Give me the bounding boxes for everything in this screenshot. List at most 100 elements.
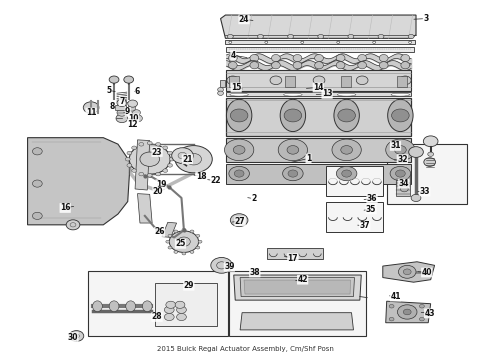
Text: 6: 6 xyxy=(135,86,140,95)
Text: 30: 30 xyxy=(68,333,78,342)
Ellipse shape xyxy=(284,93,302,96)
Circle shape xyxy=(178,152,187,159)
Text: 19: 19 xyxy=(156,180,166,189)
Circle shape xyxy=(175,145,212,173)
Ellipse shape xyxy=(358,62,367,69)
Text: 7: 7 xyxy=(119,96,124,105)
Circle shape xyxy=(124,76,134,83)
Text: 26: 26 xyxy=(154,228,165,237)
Text: 13: 13 xyxy=(322,89,332,98)
Circle shape xyxy=(198,240,202,243)
Polygon shape xyxy=(27,138,130,225)
Bar xyxy=(285,76,295,87)
Circle shape xyxy=(66,220,80,230)
Circle shape xyxy=(190,230,194,233)
Circle shape xyxy=(423,136,438,147)
Ellipse shape xyxy=(336,54,345,62)
Ellipse shape xyxy=(229,166,249,181)
Circle shape xyxy=(389,305,394,308)
Circle shape xyxy=(166,240,170,243)
Circle shape xyxy=(235,217,243,223)
Text: 42: 42 xyxy=(297,275,308,284)
Circle shape xyxy=(397,305,417,319)
Circle shape xyxy=(175,301,185,309)
Circle shape xyxy=(164,314,174,320)
Circle shape xyxy=(133,115,143,122)
Bar xyxy=(155,283,217,326)
Text: 16: 16 xyxy=(60,203,71,212)
Ellipse shape xyxy=(293,62,302,69)
Circle shape xyxy=(287,145,299,154)
Polygon shape xyxy=(234,275,361,300)
Polygon shape xyxy=(226,69,411,91)
Ellipse shape xyxy=(390,166,411,181)
Ellipse shape xyxy=(337,93,356,96)
Circle shape xyxy=(403,309,411,315)
Circle shape xyxy=(341,145,352,154)
Circle shape xyxy=(403,269,411,275)
Ellipse shape xyxy=(401,54,410,62)
Circle shape xyxy=(409,41,412,43)
Circle shape xyxy=(408,35,414,39)
Text: 2015 Buick Regal Actuator Assembly, Cm/Shf Posn: 2015 Buick Regal Actuator Assembly, Cm/S… xyxy=(157,346,333,352)
Circle shape xyxy=(386,139,415,161)
Text: 39: 39 xyxy=(224,262,235,271)
Ellipse shape xyxy=(143,301,152,312)
Circle shape xyxy=(168,234,172,237)
Ellipse shape xyxy=(334,99,359,132)
Text: 3: 3 xyxy=(423,14,428,23)
Circle shape xyxy=(83,102,99,113)
Circle shape xyxy=(127,163,132,167)
Polygon shape xyxy=(267,248,323,259)
Polygon shape xyxy=(226,93,411,96)
Bar xyxy=(220,80,225,87)
Circle shape xyxy=(147,141,152,145)
Circle shape xyxy=(117,109,127,116)
Text: 8: 8 xyxy=(109,102,115,111)
Text: 32: 32 xyxy=(397,155,408,164)
Text: 22: 22 xyxy=(210,176,221,185)
Text: 28: 28 xyxy=(152,312,162,321)
Circle shape xyxy=(218,91,223,95)
Circle shape xyxy=(176,314,186,320)
Ellipse shape xyxy=(228,54,237,62)
Circle shape xyxy=(270,76,282,85)
Circle shape xyxy=(288,170,298,177)
Text: 21: 21 xyxy=(182,155,193,164)
Circle shape xyxy=(174,230,178,233)
Circle shape xyxy=(373,41,376,43)
Circle shape xyxy=(182,228,186,231)
Circle shape xyxy=(169,157,174,161)
Text: 36: 36 xyxy=(367,194,377,203)
Circle shape xyxy=(399,76,411,85)
Ellipse shape xyxy=(271,62,280,69)
Bar xyxy=(396,174,410,196)
Text: 24: 24 xyxy=(239,15,249,24)
Ellipse shape xyxy=(379,62,388,69)
Circle shape xyxy=(229,41,232,43)
Circle shape xyxy=(301,41,304,43)
Text: 12: 12 xyxy=(127,120,138,129)
Bar xyxy=(397,76,407,87)
Circle shape xyxy=(139,172,144,176)
Circle shape xyxy=(217,262,226,269)
Circle shape xyxy=(174,251,178,253)
Circle shape xyxy=(182,252,186,255)
Text: 18: 18 xyxy=(196,172,206,181)
Polygon shape xyxy=(226,98,411,136)
Text: 35: 35 xyxy=(366,205,376,214)
Text: 27: 27 xyxy=(235,217,245,226)
Circle shape xyxy=(147,174,152,177)
Text: 41: 41 xyxy=(390,292,401,301)
Polygon shape xyxy=(226,46,414,52)
Ellipse shape xyxy=(126,301,136,312)
Circle shape xyxy=(168,151,172,155)
Bar xyxy=(326,202,383,232)
Polygon shape xyxy=(240,278,354,297)
Polygon shape xyxy=(220,15,416,39)
Ellipse shape xyxy=(315,62,323,69)
Circle shape xyxy=(233,145,245,154)
Circle shape xyxy=(169,231,198,252)
Circle shape xyxy=(230,214,248,226)
Circle shape xyxy=(117,99,127,107)
